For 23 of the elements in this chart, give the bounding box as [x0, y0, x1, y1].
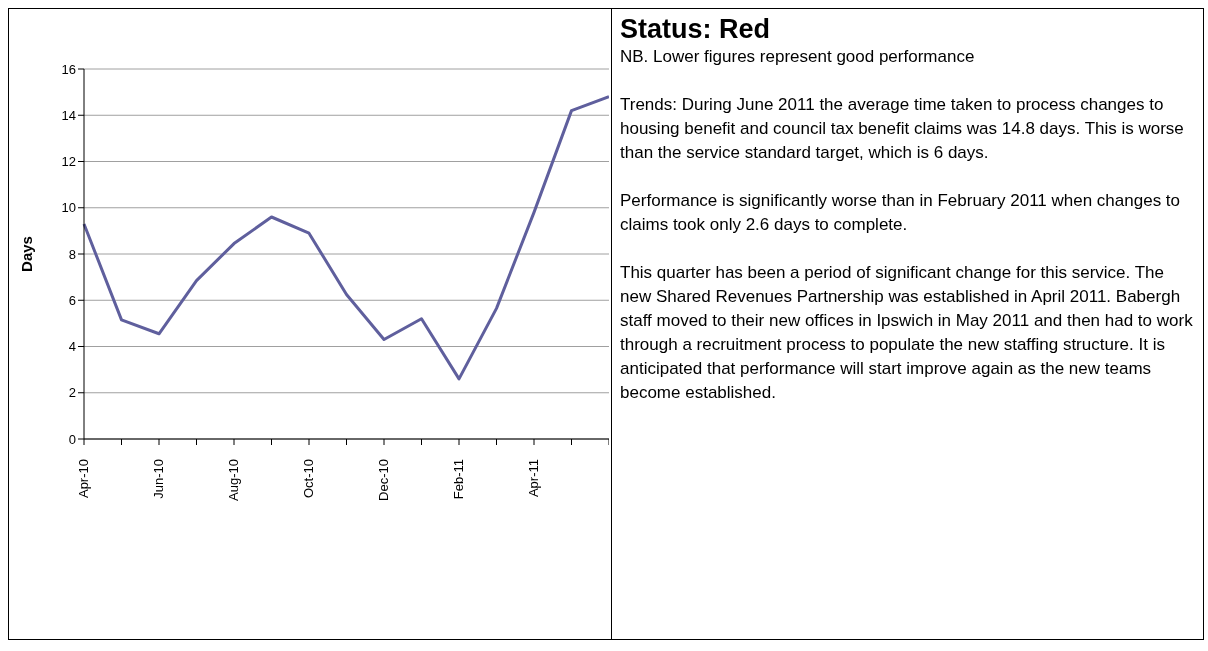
x-tick-label: Apr-10: [76, 459, 91, 499]
y-tick-label: 8: [68, 246, 76, 262]
y-tick-label: 2: [68, 385, 76, 401]
y-tick-label: 14: [61, 107, 76, 123]
text: Trends: During June 2011 the average time taken to process changes to housing benefit and council tax benefit claims was 14.8 days. This is worse than the service standard target, which is 6 days.: [620, 94, 1185, 164]
y-tick-label: 6: [68, 292, 76, 308]
text: NB. Lower figures represent good performance: [620, 46, 976, 68]
x-tick-label: Oct-10: [301, 459, 316, 499]
line-series: [82, 95, 609, 381]
x-tick-label: Feb-11: [451, 459, 466, 500]
x-tick-label: Jun-10: [151, 459, 166, 499]
text: This quarter has been a period of significant change for this service. The new Shared Revenues Partnership was established in April 2011. Babergh staff moved to their new offices in Ipswich in May 2011 and then had to work through a recruitment process to populate the new staffing structure. It is anticipated that performance will start improve again as the new teams become established.: [620, 262, 1194, 404]
text: Status: Red: [620, 13, 772, 45]
y-axis-title: Days: [18, 236, 36, 272]
text: Performance is significantly worse than in February 2011 when changes to claims took only 2.6 days to complete.: [620, 190, 1182, 236]
y-tick-label: 16: [61, 61, 76, 77]
y-tick-label: 0: [68, 431, 76, 447]
x-tick-label: Apr-11: [526, 459, 541, 498]
x-tick-label: Aug-10: [226, 459, 241, 501]
y-tick-label: 12: [61, 154, 76, 170]
y-tick-label: 4: [68, 339, 76, 355]
x-tick-label: Dec-10: [376, 459, 391, 501]
y-tick-label: 10: [61, 200, 76, 216]
